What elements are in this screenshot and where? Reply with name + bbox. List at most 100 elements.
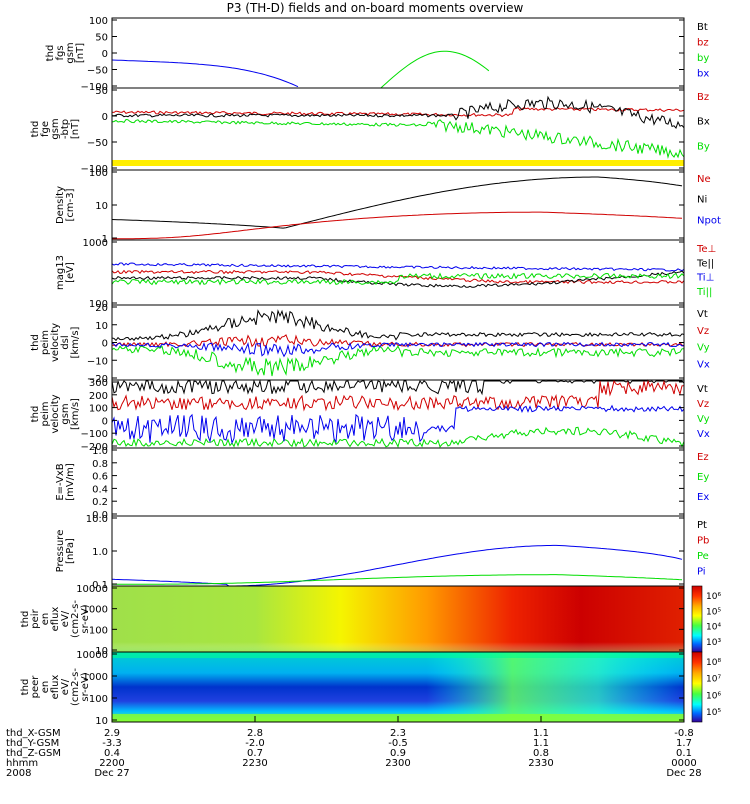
legend-label: Vz (697, 326, 709, 337)
legend-label: By (697, 141, 710, 152)
y-axis-label: thd (20, 679, 31, 696)
y-axis-label: velocity (50, 323, 61, 362)
legend-label: Ni (697, 195, 707, 206)
x-tick-label: -3.3 (102, 738, 122, 749)
legend-label: Pt (697, 520, 707, 531)
y-axis-label: mag13 (55, 255, 66, 290)
y-tick-label: 1000 (83, 238, 108, 249)
series-gsm-Vz (111, 379, 685, 412)
y-tick-label: −200 (81, 442, 108, 453)
y-tick-label: 0 (102, 416, 108, 427)
y-axis-label: [km/s] (70, 326, 81, 358)
y-axis-label: thd (20, 611, 31, 628)
x-row-label: thd_Y-GSM (6, 738, 59, 749)
legend-label: Ex (697, 492, 709, 503)
series-Te-perp (111, 269, 685, 285)
y-axis-label: -btp (60, 119, 71, 139)
series-Te-par (111, 270, 685, 288)
y-tick-label: 10000 (76, 650, 108, 661)
y-tick-label: 0.0 (92, 510, 108, 521)
electron-spectrogram-top (112, 652, 684, 658)
y-axis-label: thd (30, 406, 41, 423)
legend-label: Bt (697, 22, 708, 33)
y-axis-label: Density (55, 186, 66, 224)
y-axis-label: velocity (50, 394, 61, 433)
y-axis-label: [nPa] (65, 538, 76, 564)
x-row-label: hhmm (6, 758, 38, 769)
legend-label: Te|| (696, 258, 714, 269)
y-tick-label: 100 (89, 694, 108, 705)
y-axis-label: gsm (50, 118, 61, 139)
series-Ne (112, 211, 683, 240)
x-tick-label: -0.5 (388, 738, 408, 749)
y-tick-label: −20 (87, 374, 108, 385)
y-tick-label: 0.1 (92, 580, 108, 591)
x-tick-label: -2.0 (245, 738, 265, 749)
y-axis-label: eflux (50, 607, 61, 632)
x-tick-label: 0.9 (390, 748, 406, 759)
x-tick-label: 2.9 (104, 728, 120, 739)
y-tick-label: 0.8 (92, 459, 108, 470)
x-tick-label: 1.7 (676, 738, 692, 749)
y-tick-label: 10 (95, 321, 108, 332)
x-tick-label: Dec 27 (94, 768, 129, 779)
y-axis-label: gsm (65, 42, 76, 63)
y-axis-label: fge (40, 121, 51, 137)
x-tick-label: 2200 (99, 758, 124, 769)
series-dsl-Vt (111, 309, 685, 342)
y-tick-label: 10.0 (86, 514, 108, 525)
y-tick-label: −50 (87, 66, 108, 77)
y-tick-label: −50 (87, 138, 108, 149)
y-tick-label: 0.2 (92, 497, 108, 508)
x-tick-label: 2330 (528, 758, 553, 769)
series-dsl-Vx (111, 341, 685, 358)
legend-label: Vt (697, 309, 708, 320)
y-axis-label: Pressure (55, 530, 66, 573)
colorbar-tick: 10⁷ (706, 675, 721, 685)
legend-label: Ti⊥ (696, 273, 714, 284)
legend-label: Bx (697, 117, 710, 128)
y-tick-label: 10 (95, 716, 108, 727)
y-axis-label: dsl (60, 335, 71, 349)
series-Pi (111, 544, 683, 587)
x-row-label: thd_Z-GSM (6, 748, 61, 759)
legend-label: bx (697, 69, 709, 80)
legend-label: Ti|| (696, 287, 712, 298)
colorbar-tick: 10⁶ (706, 691, 721, 701)
y-axis-label: [nT] (70, 119, 81, 139)
y-axis-label: [cm-3] (65, 188, 76, 221)
legend-label: Npot (697, 215, 721, 226)
y-tick-label: 0.4 (92, 484, 108, 495)
y-tick-label: 1.0 (92, 547, 108, 558)
x-tick-label: 1.1 (533, 738, 549, 749)
x-tick-label: 2.8 (247, 728, 263, 739)
y-tick-label: 100 (89, 404, 108, 415)
y-tick-label: 1.0 (92, 446, 108, 457)
panel-frame (111, 515, 685, 587)
y-axis-label: (cm2-s- (70, 600, 81, 638)
colorbar-tick: 10⁶ (706, 592, 721, 602)
legend-label: Pe (697, 551, 709, 562)
ion-colorbar (691, 585, 703, 653)
eclipse-bar (112, 160, 684, 166)
legend-label: Vt (697, 384, 708, 395)
legend-label: Te⊥ (696, 244, 716, 255)
y-tick-label: 50 (95, 33, 108, 44)
panel-frame (111, 87, 685, 171)
y-axis-label: sr-eV) (80, 672, 91, 701)
y-tick-label: −100 (81, 429, 108, 440)
series-gsm-Vy (111, 426, 685, 448)
series-Pe (112, 574, 683, 585)
colorbar-tick: 10⁵ (706, 607, 721, 617)
y-axis-label: [nT] (75, 43, 86, 63)
legend-label: Pi (697, 567, 706, 578)
colorbar-tick: 10⁵ (706, 708, 721, 718)
legend-label: by (697, 53, 709, 64)
y-axis-label: eflux (50, 675, 61, 700)
y-axis-label: en (40, 613, 51, 626)
y-tick-label: 100 (89, 168, 108, 179)
series-Ni (111, 176, 683, 229)
legend-label: Vx (697, 429, 710, 440)
